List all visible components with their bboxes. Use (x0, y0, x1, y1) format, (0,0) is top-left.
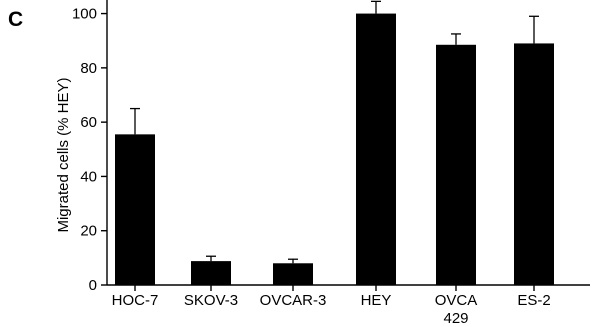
y-tick-label: 60 (80, 114, 97, 131)
x-tick-label: OVCA 429 (435, 292, 478, 327)
x-tick-label: ES-2 (517, 292, 550, 309)
x-tick-label: HEY (361, 292, 392, 309)
bar (191, 261, 231, 285)
y-tick-label: 80 (80, 60, 97, 77)
x-tick-label: HOC-7 (112, 292, 159, 309)
x-tick-label: SKOV-3 (184, 292, 238, 309)
y-tick-label: 0 (89, 277, 97, 294)
bars (115, 0, 554, 286)
x-tick-label: OVCAR-3 (260, 292, 327, 309)
bar (273, 263, 313, 285)
y-tick-label: 40 (80, 168, 97, 185)
x-axis: HOC-7 SKOV-3 OVCAR-3 HEY OVCA 429 ES-2 (107, 284, 590, 327)
y-tick-label: 20 (80, 223, 97, 240)
bar (514, 43, 554, 285)
y-axis-title: Migrated cells (% HEY) (55, 77, 72, 232)
bar (115, 134, 155, 285)
bar (356, 13, 396, 285)
y-axis: 0 20 40 60 80 100 (72, 0, 108, 294)
bar (436, 44, 476, 286)
y-tick-label: 100 (72, 6, 97, 23)
panel-label: C (8, 8, 23, 31)
